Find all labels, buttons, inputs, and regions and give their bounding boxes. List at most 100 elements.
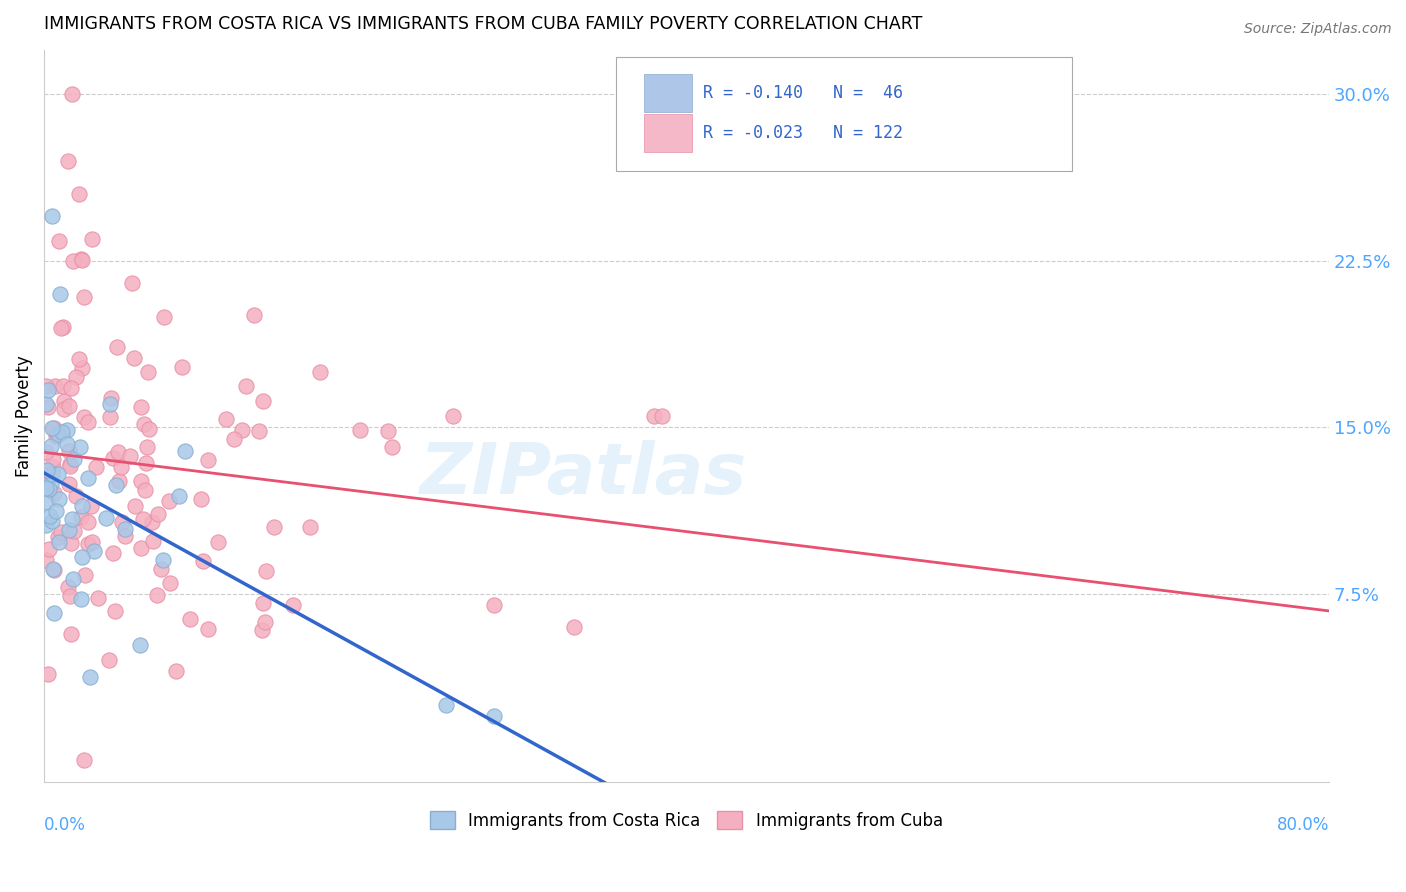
Point bbox=[349, 423, 371, 437]
Point bbox=[52, 378, 75, 392]
Point bbox=[253, 615, 276, 629]
Point bbox=[59, 626, 82, 640]
Text: IMMIGRANTS FROM COSTA RICA VS IMMIGRANTS FROM CUBA FAMILY POVERTY CORRELATION CH: IMMIGRANTS FROM COSTA RICA VS IMMIGRANTS… bbox=[44, 15, 922, 33]
Point bbox=[62, 253, 84, 268]
Point bbox=[134, 483, 156, 497]
Point bbox=[482, 598, 505, 612]
Point bbox=[39, 439, 62, 453]
Point bbox=[63, 451, 86, 466]
Point bbox=[441, 409, 464, 423]
Point bbox=[58, 444, 80, 458]
Point bbox=[46, 467, 69, 482]
Point bbox=[65, 370, 87, 384]
Point bbox=[49, 525, 72, 540]
Point bbox=[299, 520, 322, 534]
Point bbox=[132, 511, 155, 525]
Point bbox=[129, 400, 152, 414]
Point bbox=[48, 530, 70, 544]
Point bbox=[87, 591, 110, 605]
Point bbox=[58, 153, 80, 168]
Point bbox=[215, 411, 238, 425]
Point bbox=[283, 599, 305, 613]
Point bbox=[52, 320, 75, 334]
Point bbox=[103, 604, 125, 618]
Point bbox=[35, 379, 58, 393]
Text: 0.0%: 0.0% bbox=[44, 815, 86, 834]
Point bbox=[69, 440, 91, 454]
Point bbox=[105, 340, 128, 354]
Point bbox=[179, 612, 201, 626]
Point bbox=[58, 580, 80, 594]
Point bbox=[107, 475, 129, 489]
Point bbox=[70, 549, 93, 564]
Point bbox=[41, 210, 63, 224]
Point bbox=[35, 397, 58, 411]
Point bbox=[197, 622, 219, 636]
Point bbox=[42, 460, 65, 475]
Point bbox=[35, 517, 58, 532]
Point bbox=[41, 467, 63, 481]
Point bbox=[121, 276, 143, 290]
Text: R = -0.140   N =  46: R = -0.140 N = 46 bbox=[703, 84, 903, 102]
Point bbox=[252, 623, 274, 637]
Point bbox=[165, 664, 187, 678]
Point bbox=[35, 463, 58, 477]
Point bbox=[152, 553, 174, 567]
Point bbox=[35, 553, 58, 567]
Point bbox=[49, 287, 72, 301]
Point bbox=[37, 667, 59, 681]
FancyBboxPatch shape bbox=[644, 74, 692, 112]
Point bbox=[39, 508, 62, 523]
Point bbox=[129, 541, 152, 555]
Point bbox=[60, 381, 83, 395]
Point bbox=[67, 352, 90, 367]
Point bbox=[48, 491, 70, 506]
Point bbox=[41, 421, 63, 435]
Point bbox=[45, 504, 67, 518]
Point bbox=[70, 499, 93, 513]
Point bbox=[45, 429, 67, 443]
Point bbox=[243, 308, 266, 322]
Point bbox=[35, 464, 58, 478]
Point bbox=[146, 507, 169, 521]
Point bbox=[135, 457, 157, 471]
Point bbox=[263, 520, 285, 534]
Point bbox=[136, 365, 159, 379]
Point bbox=[252, 394, 274, 409]
Y-axis label: Family Poverty: Family Poverty bbox=[15, 355, 32, 477]
Point bbox=[377, 424, 399, 438]
Text: Source: ZipAtlas.com: Source: ZipAtlas.com bbox=[1244, 22, 1392, 37]
Point bbox=[59, 457, 82, 471]
Point bbox=[101, 451, 124, 466]
Point bbox=[110, 460, 132, 475]
Point bbox=[122, 351, 145, 366]
Point bbox=[138, 422, 160, 436]
Point bbox=[73, 289, 96, 303]
Text: R = -0.023   N = 122: R = -0.023 N = 122 bbox=[703, 124, 903, 142]
Legend: Immigrants from Costa Rica, Immigrants from Cuba: Immigrants from Costa Rica, Immigrants f… bbox=[423, 805, 949, 837]
Point bbox=[100, 391, 122, 405]
Point bbox=[254, 564, 277, 578]
Point bbox=[157, 493, 180, 508]
Point bbox=[103, 546, 125, 560]
Text: ZIPatlas: ZIPatlas bbox=[420, 440, 748, 509]
Point bbox=[51, 425, 73, 440]
Point bbox=[114, 523, 136, 537]
Point bbox=[77, 537, 100, 551]
Point bbox=[76, 471, 98, 485]
Point bbox=[70, 252, 93, 267]
Point bbox=[114, 529, 136, 543]
Point bbox=[146, 588, 169, 602]
Point bbox=[37, 384, 59, 398]
Point bbox=[124, 499, 146, 513]
Point bbox=[77, 515, 100, 529]
Point bbox=[190, 491, 212, 506]
Point bbox=[58, 476, 80, 491]
Point bbox=[46, 427, 69, 442]
Point bbox=[60, 87, 83, 102]
Point bbox=[434, 698, 457, 712]
Point bbox=[62, 572, 84, 586]
Point bbox=[59, 536, 82, 550]
Point bbox=[129, 638, 152, 652]
Point bbox=[83, 544, 105, 558]
